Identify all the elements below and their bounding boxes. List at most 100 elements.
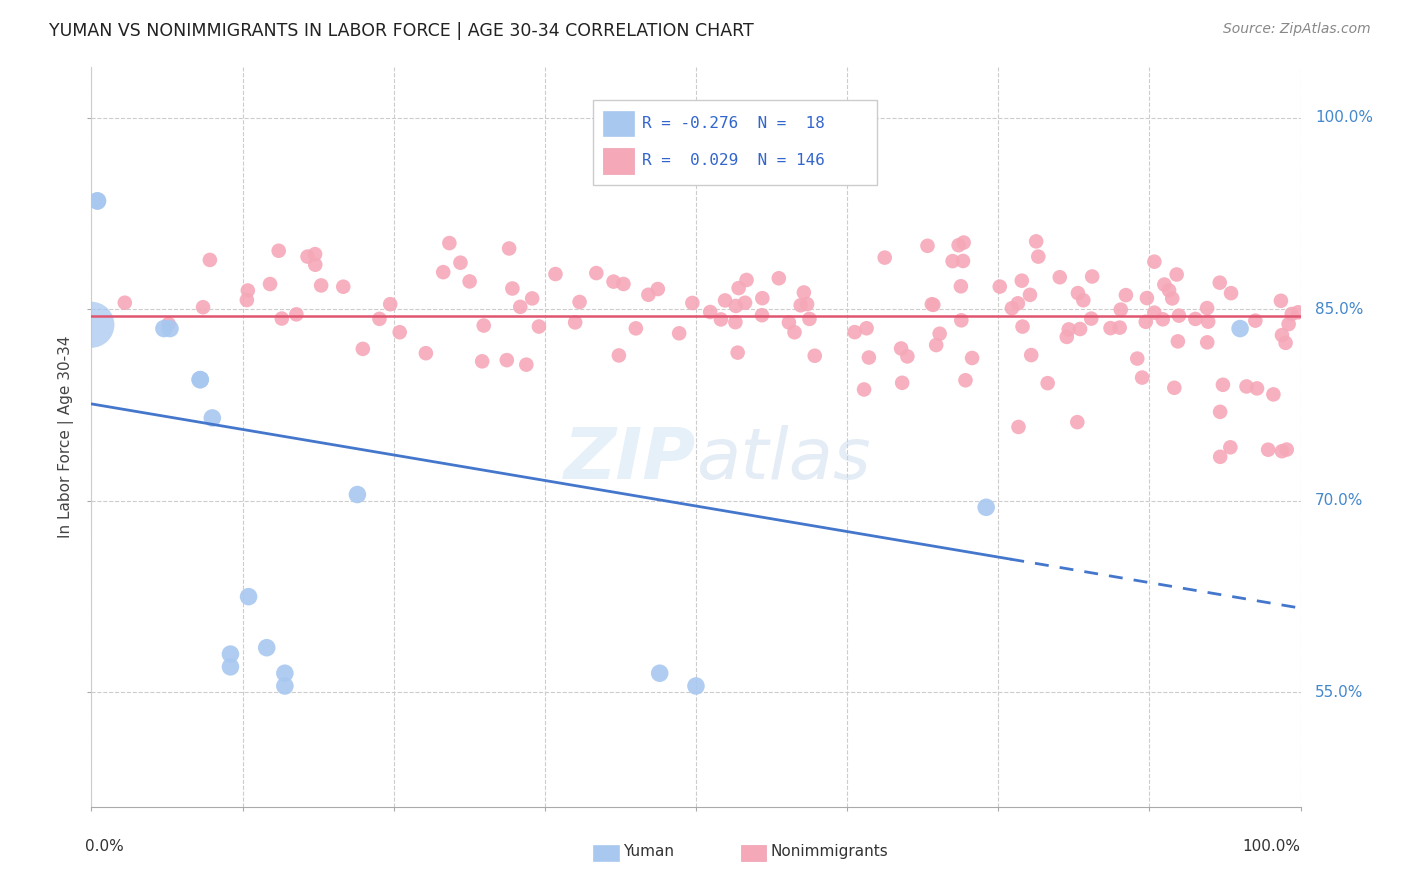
Point <box>1026 250 1049 264</box>
Point <box>890 342 912 356</box>
Text: ZIP: ZIP <box>564 425 696 494</box>
Point <box>873 251 896 265</box>
Point <box>509 300 531 314</box>
Point <box>368 311 391 326</box>
Point <box>648 666 671 681</box>
Point <box>1019 348 1042 362</box>
Point <box>647 282 669 296</box>
Point <box>304 258 326 272</box>
Point <box>1007 296 1029 310</box>
Point <box>1270 293 1292 308</box>
Point <box>637 287 659 301</box>
Text: Source: ZipAtlas.com: Source: ZipAtlas.com <box>1223 22 1371 37</box>
Point <box>585 266 607 280</box>
Text: 70.0%: 70.0% <box>1315 493 1364 508</box>
Point <box>1115 288 1137 302</box>
Point <box>1209 276 1232 290</box>
Point <box>1126 351 1149 366</box>
Point <box>471 354 494 368</box>
Point <box>727 345 749 359</box>
Point <box>415 346 437 360</box>
Point <box>1275 442 1298 457</box>
Point <box>1109 302 1132 317</box>
Point <box>1209 450 1232 464</box>
Point <box>735 273 758 287</box>
Point <box>1167 309 1189 323</box>
Point <box>1281 307 1303 321</box>
Point <box>274 679 297 693</box>
Point <box>727 281 749 295</box>
Point <box>928 326 950 341</box>
Point <box>198 252 221 267</box>
Point <box>948 238 970 252</box>
Point <box>1246 381 1268 395</box>
Point <box>1108 320 1130 334</box>
Text: Yuman: Yuman <box>623 845 673 859</box>
Point <box>1135 315 1157 329</box>
Point <box>844 325 866 339</box>
Point <box>191 300 214 314</box>
Point <box>439 236 461 251</box>
Point <box>1067 286 1090 301</box>
Point <box>714 293 737 308</box>
Point <box>602 275 624 289</box>
Point <box>1197 315 1219 329</box>
Text: atlas: atlas <box>696 425 870 494</box>
Point <box>988 279 1011 293</box>
Point <box>236 293 259 307</box>
Point <box>1080 311 1102 326</box>
Point <box>1184 312 1206 326</box>
Y-axis label: In Labor Force | Age 30-34: In Labor Force | Age 30-34 <box>58 335 75 539</box>
Point <box>1130 370 1153 384</box>
Text: YUMAN VS NONIMMIGRANTS IN LABOR FORCE | AGE 30-34 CORRELATION CHART: YUMAN VS NONIMMIGRANTS IN LABOR FORCE | … <box>49 22 754 40</box>
Point <box>332 279 354 293</box>
Point <box>724 299 747 313</box>
Point <box>1081 269 1104 284</box>
Point <box>285 307 308 321</box>
Point <box>751 291 773 305</box>
Point <box>1167 334 1189 349</box>
Point <box>432 265 454 279</box>
Point <box>955 373 977 387</box>
Point <box>544 267 567 281</box>
Point <box>685 679 707 693</box>
Point <box>942 254 965 268</box>
Point <box>1286 305 1309 319</box>
Point <box>274 666 297 681</box>
Point <box>1153 277 1175 292</box>
Point <box>256 640 278 655</box>
Text: R =  0.029  N = 146: R = 0.029 N = 146 <box>641 153 824 169</box>
Point <box>520 292 543 306</box>
Point <box>949 279 972 293</box>
Point <box>219 647 242 661</box>
Point <box>1007 420 1029 434</box>
Point <box>1271 328 1294 343</box>
Point <box>681 296 703 310</box>
Point <box>236 284 259 298</box>
Text: 0.0%: 0.0% <box>86 839 124 855</box>
Point <box>309 278 332 293</box>
Point <box>778 315 800 329</box>
Point <box>1161 292 1184 306</box>
Point <box>1219 440 1241 454</box>
Point <box>734 295 756 310</box>
Point <box>1025 235 1047 249</box>
Point <box>952 235 974 250</box>
Point <box>1152 312 1174 326</box>
FancyBboxPatch shape <box>603 112 634 136</box>
Point <box>346 487 368 501</box>
Point <box>114 295 136 310</box>
Point <box>952 254 974 268</box>
Point <box>607 348 630 362</box>
Point <box>297 250 319 264</box>
Point <box>80 318 103 332</box>
Point <box>188 373 211 387</box>
Point <box>1143 254 1166 268</box>
Point <box>612 277 634 291</box>
Point <box>789 298 811 312</box>
Point <box>498 242 520 256</box>
Point <box>922 298 945 312</box>
Point <box>858 351 880 365</box>
Point <box>201 411 224 425</box>
Point <box>1057 322 1080 336</box>
